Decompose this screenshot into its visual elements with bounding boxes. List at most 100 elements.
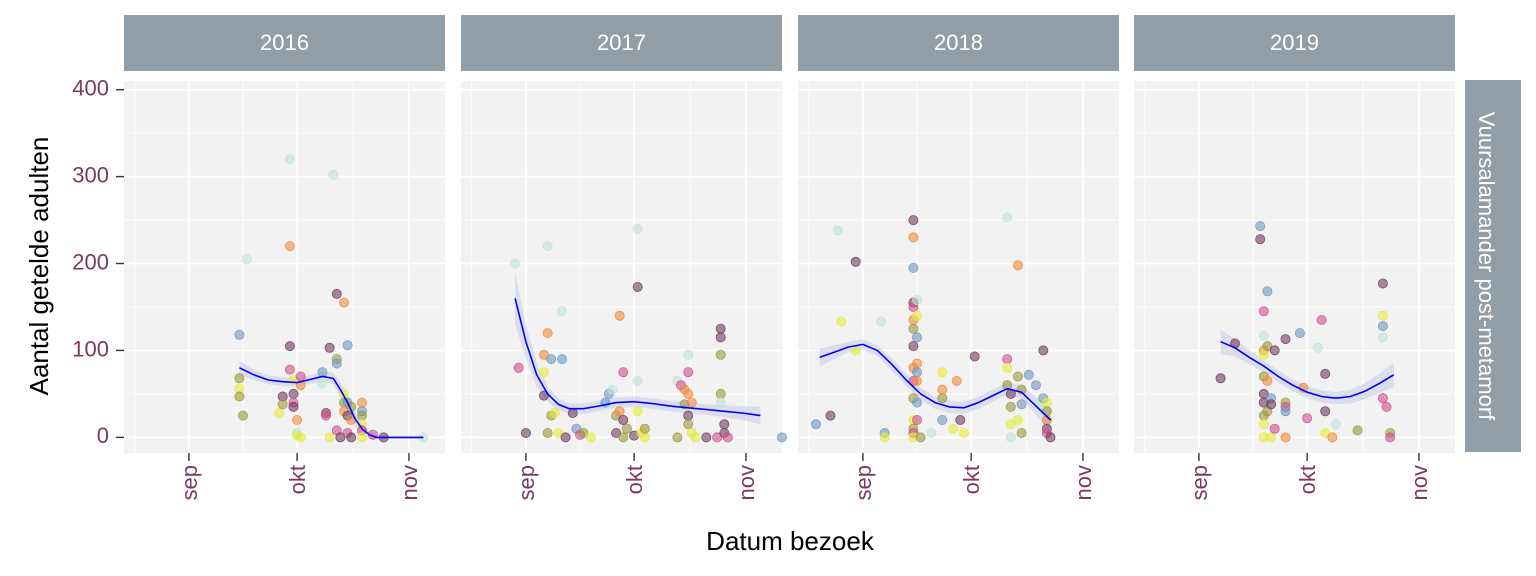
- data-point: [1016, 399, 1027, 410]
- gridlines: [124, 81, 445, 453]
- y-tick-label: 200: [72, 249, 109, 274]
- data-point: [1280, 334, 1291, 345]
- data-point: [1377, 393, 1388, 404]
- panel-2019: 2019 sep okt nov: [1134, 15, 1455, 500]
- data-point: [632, 375, 643, 386]
- data-point: [513, 362, 524, 373]
- x-tick-label-okt: okt: [959, 465, 984, 494]
- data-point: [621, 423, 632, 434]
- data-point: [585, 432, 596, 443]
- data-point: [1002, 380, 1013, 391]
- x-tick-label-nov: nov: [1407, 465, 1432, 500]
- data-point: [618, 432, 629, 443]
- panel-strip-bg: [1134, 15, 1455, 71]
- data-point: [1327, 432, 1338, 443]
- data-point: [686, 397, 697, 408]
- data-point: [539, 367, 550, 378]
- data-point: [1258, 349, 1269, 360]
- panel-background: [1134, 81, 1455, 453]
- data-point: [1269, 423, 1280, 434]
- data-point: [542, 328, 553, 339]
- x-tick-label-nov: nov: [1071, 465, 1096, 500]
- data-point: [1255, 234, 1266, 245]
- smooth-confidence-band: [239, 360, 424, 440]
- data-point: [328, 169, 339, 180]
- data-point: [632, 406, 643, 417]
- data-point: [832, 225, 843, 236]
- data-point: [539, 349, 550, 360]
- data-points: [1215, 221, 1396, 443]
- data-point: [1266, 399, 1277, 410]
- data-point: [342, 340, 353, 351]
- data-point: [234, 329, 245, 340]
- panel-strip-bg: [461, 15, 782, 71]
- data-point: [912, 332, 923, 343]
- data-point: [701, 432, 712, 443]
- data-point: [715, 332, 726, 343]
- data-point: [715, 349, 726, 360]
- data-point: [777, 432, 788, 443]
- data-point: [715, 323, 726, 334]
- data-point: [926, 427, 937, 438]
- panel-strip-bg: [798, 15, 1119, 71]
- data-point: [912, 294, 923, 305]
- data-point: [567, 407, 578, 418]
- data-point: [1302, 413, 1313, 424]
- data-point: [237, 410, 248, 421]
- x-tick-label-sep: sep: [177, 465, 202, 500]
- y-tick-label: 100: [72, 336, 109, 361]
- x-tick-label-sep: sep: [1187, 465, 1212, 500]
- data-point: [1005, 432, 1016, 443]
- data-point: [578, 427, 589, 438]
- x-tick-label-okt: okt: [285, 465, 310, 494]
- panel-strip-label: 2018: [934, 30, 983, 55]
- data-point: [1385, 432, 1396, 443]
- data-point: [1013, 371, 1024, 382]
- data-point: [715, 388, 726, 399]
- data-point: [1045, 432, 1056, 443]
- data-point: [1038, 345, 1049, 356]
- data-point: [1294, 328, 1305, 339]
- data-point: [1320, 406, 1331, 417]
- data-point: [683, 410, 694, 421]
- data-point: [850, 345, 861, 356]
- data-point: [1269, 345, 1280, 356]
- data-point: [1262, 375, 1273, 386]
- data-point: [912, 367, 923, 378]
- data-point: [969, 351, 980, 362]
- x-tick-label-sep: sep: [851, 465, 876, 500]
- data-point: [1320, 368, 1331, 379]
- row-strip-bg: [1465, 80, 1521, 452]
- y-tick-label: 0: [97, 423, 109, 448]
- data-point: [618, 367, 629, 378]
- data-point: [719, 419, 730, 430]
- panel-background: [124, 81, 445, 453]
- data-point: [1005, 419, 1016, 430]
- x-tick-label-okt: okt: [622, 465, 647, 494]
- data-point: [614, 406, 625, 417]
- data-point: [1316, 314, 1327, 325]
- data-point: [1005, 401, 1016, 412]
- data-point: [356, 410, 367, 421]
- data-point: [234, 391, 245, 402]
- data-point: [1258, 419, 1269, 430]
- data-point: [908, 341, 919, 352]
- data-point: [1002, 354, 1013, 365]
- data-point: [1377, 310, 1388, 321]
- data-point: [1352, 425, 1363, 436]
- smooth-confidence-band: [515, 272, 761, 425]
- data-point: [1258, 330, 1269, 341]
- data-point: [1280, 432, 1291, 443]
- data-point: [1013, 260, 1024, 271]
- data-point: [1258, 306, 1269, 317]
- data-point: [912, 375, 923, 386]
- data-point: [356, 432, 367, 443]
- data-point: [850, 256, 861, 267]
- panel-strip-bg: [124, 15, 445, 71]
- x-tick-label-nov: nov: [397, 465, 422, 500]
- x-tick-label-nov: nov: [734, 465, 759, 500]
- data-point: [912, 310, 923, 321]
- data-point: [324, 432, 335, 443]
- data-point: [951, 375, 962, 386]
